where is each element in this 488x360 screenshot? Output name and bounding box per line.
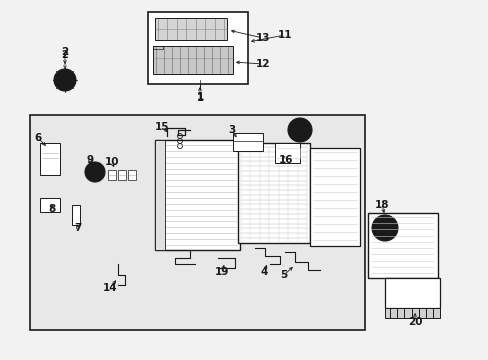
Bar: [274, 143, 299, 163]
Bar: [148, 12, 247, 84]
Circle shape: [85, 162, 105, 182]
Bar: [149, 13, 246, 83]
Bar: [238, 143, 309, 243]
Bar: [30, 115, 364, 330]
Bar: [232, 133, 263, 151]
Text: 5: 5: [280, 270, 287, 280]
Bar: [155, 140, 240, 250]
Bar: [40, 143, 60, 175]
Bar: [153, 46, 232, 74]
Text: 6: 6: [34, 133, 41, 143]
Text: 11: 11: [277, 30, 292, 40]
Bar: [155, 140, 164, 250]
Text: 15: 15: [154, 122, 169, 132]
Circle shape: [55, 75, 65, 85]
Text: 9: 9: [86, 155, 93, 165]
Circle shape: [90, 167, 100, 177]
Text: 19: 19: [214, 267, 229, 277]
Circle shape: [54, 69, 76, 91]
Text: 8: 8: [48, 204, 56, 214]
Text: 2: 2: [61, 50, 68, 60]
Text: 17: 17: [289, 123, 304, 133]
Text: 10: 10: [104, 157, 119, 167]
Text: 12: 12: [255, 59, 270, 69]
Bar: [309, 148, 359, 246]
Text: 3: 3: [228, 125, 235, 135]
Text: 16: 16: [278, 155, 293, 165]
Bar: [367, 213, 437, 278]
Text: 7: 7: [74, 223, 81, 233]
Bar: [128, 170, 136, 180]
Bar: [384, 308, 439, 318]
Text: 14: 14: [102, 283, 117, 293]
Text: 1: 1: [196, 93, 203, 103]
Bar: [72, 205, 80, 225]
Bar: [118, 170, 126, 180]
Bar: [155, 18, 226, 40]
Text: 18: 18: [374, 200, 388, 210]
Text: 20: 20: [407, 317, 421, 327]
Circle shape: [371, 215, 397, 241]
Bar: [384, 278, 439, 308]
Circle shape: [65, 75, 75, 85]
Circle shape: [287, 118, 311, 142]
Text: 2: 2: [61, 47, 68, 57]
Bar: [30, 115, 364, 330]
Bar: [108, 170, 116, 180]
Circle shape: [378, 222, 390, 234]
Bar: [40, 198, 60, 212]
Circle shape: [293, 124, 305, 136]
Text: 13: 13: [255, 33, 270, 43]
Text: 4: 4: [260, 267, 267, 277]
Text: 1: 1: [196, 92, 203, 102]
